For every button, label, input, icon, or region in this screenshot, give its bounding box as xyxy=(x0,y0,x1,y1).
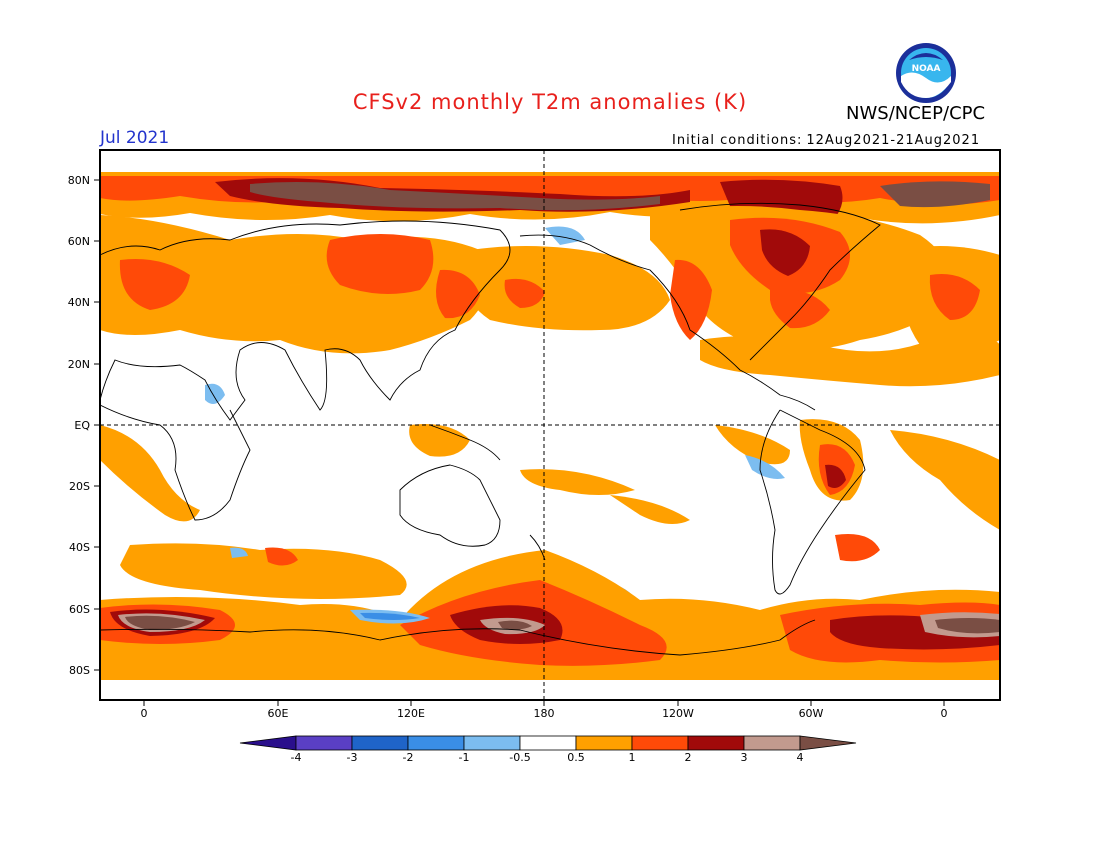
colorbar-arrow-high xyxy=(799,735,857,751)
colorbar-label: -1 xyxy=(458,751,470,764)
lat-label-eq: EQ xyxy=(74,419,90,432)
lon-label-120e: 120E xyxy=(397,707,425,720)
anomaly-antarctic xyxy=(100,550,1000,680)
lat-label-60s: 60S xyxy=(69,603,90,616)
anomaly-north-pacific xyxy=(464,226,670,331)
agency-label: NWS/NCEP/CPC xyxy=(846,103,986,124)
lon-label-60w: 60W xyxy=(798,707,824,720)
colorbar-label: -2 xyxy=(402,751,414,764)
initial-conditions: Initial conditions: 12Aug2021-21Aug2021 xyxy=(668,133,980,148)
colorbar-box xyxy=(743,735,801,751)
colorbar-label: -4 xyxy=(290,751,302,764)
colorbar-label: 4 xyxy=(796,751,804,764)
colorbar-label: 2 xyxy=(684,751,692,764)
initial-conditions-label: Initial conditions: xyxy=(672,133,803,148)
lon-ticks xyxy=(143,700,945,706)
lon-label-120w: 120W xyxy=(662,707,694,720)
lon-label-60e: 60E xyxy=(267,707,289,720)
lat-label-80n: 80N xyxy=(67,174,90,187)
colorbar-label: -3 xyxy=(346,751,358,764)
colorbar-box xyxy=(351,735,409,751)
colorbar-box xyxy=(575,735,633,751)
colorbar-label: 3 xyxy=(740,751,748,764)
lon-label-0-right: 0 xyxy=(940,707,948,720)
colorbar-label: -0.5 xyxy=(509,751,531,764)
colorbar-arrow-low xyxy=(239,735,297,751)
lat-label-60n: 60N xyxy=(67,235,90,248)
logo-text: NOAA xyxy=(912,64,941,74)
lat-label-20n: 20N xyxy=(67,358,90,371)
lat-label-40n: 40N xyxy=(67,296,90,309)
lat-label-40s: 40S xyxy=(69,541,90,554)
anomaly-north-america xyxy=(650,206,952,350)
lon-label-180: 180 xyxy=(533,707,555,720)
lat-label-20s: 20S xyxy=(69,480,90,493)
lat-ticks xyxy=(94,179,100,671)
noaa-logo: NOAA xyxy=(895,42,957,104)
lat-label-80s: 80S xyxy=(69,664,90,677)
forecast-period: Jul 2021 xyxy=(100,128,170,148)
colorbar-box xyxy=(295,735,353,751)
colorbar-box xyxy=(519,735,577,751)
colorbar-box xyxy=(407,735,465,751)
colorbar-label: 1 xyxy=(628,751,636,764)
colorbar-box xyxy=(631,735,689,751)
colorbar-label: 0.5 xyxy=(567,751,585,764)
colorbar-box xyxy=(463,735,521,751)
colorbar-box xyxy=(687,735,745,751)
chart-title: CFSv2 monthly T2m anomalies (K) xyxy=(352,90,748,114)
anomaly-eurasia xyxy=(100,215,1000,354)
lon-label-0-left: 0 xyxy=(140,707,148,720)
initial-conditions-value: 12Aug2021-21Aug2021 xyxy=(806,133,981,148)
anomaly-tropics xyxy=(100,336,1000,530)
